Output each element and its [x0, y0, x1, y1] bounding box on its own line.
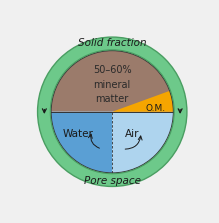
Text: Air: Air [125, 129, 139, 139]
Text: O.M.: O.M. [145, 104, 166, 113]
Text: Pore space: Pore space [84, 176, 141, 186]
Circle shape [37, 37, 187, 186]
Wedge shape [112, 112, 173, 173]
Wedge shape [51, 112, 112, 173]
Circle shape [51, 51, 173, 173]
Wedge shape [51, 51, 173, 112]
Text: Solid fraction: Solid fraction [78, 38, 147, 48]
Wedge shape [112, 91, 173, 112]
Text: Water: Water [63, 129, 94, 139]
Text: 50–60%
mineral
matter: 50–60% mineral matter [93, 65, 132, 104]
